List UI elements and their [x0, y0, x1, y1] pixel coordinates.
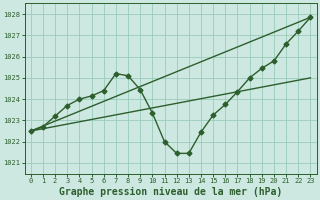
X-axis label: Graphe pression niveau de la mer (hPa): Graphe pression niveau de la mer (hPa): [59, 186, 282, 197]
